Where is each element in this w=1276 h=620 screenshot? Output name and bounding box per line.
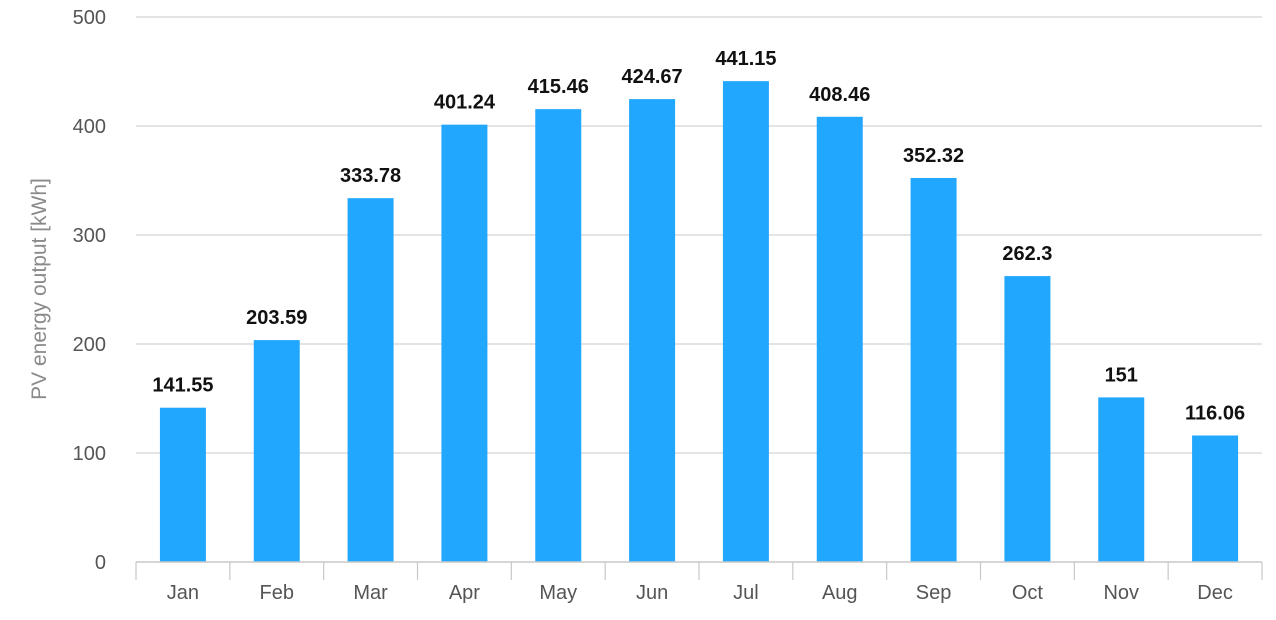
bar-nov <box>1098 397 1145 562</box>
x-tick-label: May <box>539 582 577 604</box>
data-label: 415.46 <box>528 76 589 98</box>
data-label: 424.67 <box>621 66 682 88</box>
x-tick-label: Jul <box>733 582 759 604</box>
y-tick-label: 500 <box>73 7 106 29</box>
data-label: 441.15 <box>715 48 776 70</box>
x-tick-label: Feb <box>260 582 294 604</box>
x-axis-tick-labels: Jan Feb Mar Apr May Jun Jul Aug Sep Oct Nov Dec <box>167 582 1233 604</box>
data-label: 141.55 <box>152 375 213 397</box>
bar-jul <box>722 81 769 563</box>
bar-mar <box>347 198 394 562</box>
y-tick-label: 200 <box>73 334 106 356</box>
y-axis-title: PV energy output [kWh] <box>28 178 51 400</box>
x-axis <box>135 561 1263 580</box>
bar-jun <box>629 99 676 562</box>
y-tick-label: 100 <box>73 443 106 465</box>
bar-dec <box>1192 435 1239 562</box>
x-tick-label: Jan <box>167 582 199 604</box>
x-tick-label: Apr <box>449 582 480 604</box>
data-label: 151 <box>1105 364 1138 386</box>
x-tick-label: Aug <box>822 582 858 604</box>
bar-jan <box>159 407 206 562</box>
bar-oct <box>1004 276 1051 562</box>
data-label: 401.24 <box>434 92 496 114</box>
y-tick-label: 400 <box>73 116 106 138</box>
x-tick-label: Jun <box>636 582 668 604</box>
data-labels: 141.55 203.59 333.78 401.24 415.46 424.67 441.… <box>152 48 1245 424</box>
bar-may <box>535 109 582 563</box>
bar-feb <box>253 340 300 562</box>
data-label: 262.3 <box>1002 243 1052 265</box>
gridlines <box>136 16 1262 454</box>
x-tick-label: Mar <box>353 582 388 604</box>
x-tick-label: Sep <box>916 582 952 604</box>
data-label: 203.59 <box>246 307 307 329</box>
data-label: 333.78 <box>340 165 401 187</box>
data-label: 352.32 <box>903 145 964 167</box>
y-tick-label: 300 <box>73 225 106 247</box>
bar-aug <box>816 116 863 563</box>
x-tick-label: Oct <box>1012 582 1044 604</box>
bar-sep <box>910 177 957 563</box>
data-label: 408.46 <box>809 84 870 106</box>
bar-apr <box>441 124 488 562</box>
bars <box>159 81 1239 563</box>
y-tick-label: 0 <box>95 552 106 574</box>
y-axis-ticks: 0 100 200 300 400 500 <box>73 7 106 574</box>
x-tick-label: Dec <box>1197 582 1233 604</box>
data-label: 116.06 <box>1185 402 1245 424</box>
x-tick-label: Nov <box>1103 582 1139 604</box>
